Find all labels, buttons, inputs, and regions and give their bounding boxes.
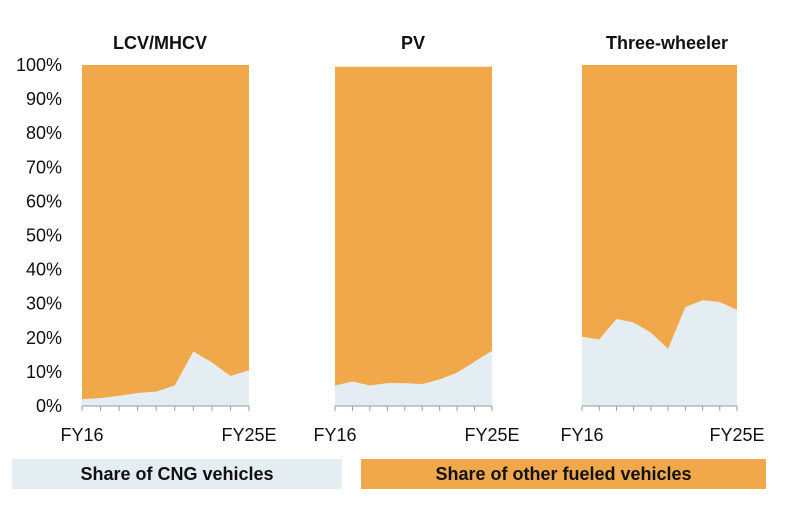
panel-lcv-mhcv: FY16 FY25E LCV/MHCV bbox=[60, 33, 276, 445]
area-series-cng bbox=[82, 351, 249, 406]
y-tick-label: 50% bbox=[26, 226, 62, 246]
y-tick-label: 10% bbox=[26, 362, 62, 382]
x-tick-label-first: FY16 bbox=[560, 425, 603, 445]
y-tick-label: 20% bbox=[26, 328, 62, 348]
panel-title: LCV/MHCV bbox=[113, 33, 207, 53]
x-tick-label-last: FY25E bbox=[464, 425, 519, 445]
y-tick-label: 70% bbox=[26, 157, 62, 177]
panel-three-wheeler: FY16 FY25E Three-wheeler bbox=[560, 33, 764, 445]
area-series-cng bbox=[582, 300, 737, 406]
panel-pv: FY16 FY25E PV bbox=[313, 33, 519, 445]
legend-label-other-fuel: Share of other fueled vehicles bbox=[435, 463, 692, 484]
y-tick-label: 90% bbox=[26, 89, 62, 109]
legend-item-other-fuel: Share of other fueled vehicles bbox=[361, 459, 766, 489]
y-tick-label: 30% bbox=[26, 294, 62, 314]
y-tick-label: 60% bbox=[26, 191, 62, 211]
x-tick-label-first: FY16 bbox=[60, 425, 103, 445]
area-series-other-fuel bbox=[582, 65, 737, 349]
area-series-cng bbox=[335, 350, 492, 406]
x-tick-label-last: FY25E bbox=[221, 425, 276, 445]
legend-item-cng: Share of CNG vehicles bbox=[12, 459, 342, 489]
x-tick-label-last: FY25E bbox=[709, 425, 764, 445]
y-tick-label: 80% bbox=[26, 123, 62, 143]
x-tick-label-first: FY16 bbox=[313, 425, 356, 445]
panel-title: PV bbox=[401, 33, 425, 53]
y-tick-label: 100% bbox=[16, 55, 62, 75]
y-tick-label: 0% bbox=[36, 396, 62, 416]
area-series-other-fuel bbox=[335, 66, 492, 386]
area-series-other-fuel bbox=[82, 65, 249, 400]
y-tick-label: 40% bbox=[26, 260, 62, 280]
panel-title: Three-wheeler bbox=[606, 33, 728, 53]
legend-label-cng: Share of CNG vehicles bbox=[80, 463, 274, 484]
chart-panels: FY16 FY25E LCV/MHCV FY16 FY25E PV FY16 FY25E Thr… bbox=[60, 33, 764, 445]
y-axis: 0% 10% 20% 30% 40% 50% 60% 70% 80% 90% 100% bbox=[16, 55, 62, 416]
